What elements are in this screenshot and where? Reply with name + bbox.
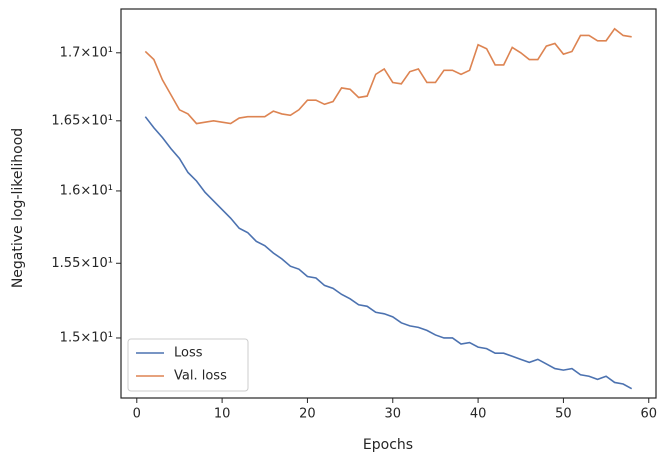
plot-frame: [120, 8, 657, 399]
x-tick-label: 30: [384, 407, 401, 422]
y-tick-label: 1.55×10¹: [51, 256, 113, 271]
legend-box: [127, 338, 249, 392]
line: [144, 27, 632, 125]
y-tick-label: 1.65×10¹: [51, 113, 113, 128]
y-tick-label: 1.7×10¹: [60, 45, 113, 60]
legend-label: Loss: [174, 346, 203, 361]
x-tick-label: 20: [299, 407, 316, 422]
x-tick-label: 0: [133, 407, 141, 422]
y-axis-label: Negative log-likelihood: [10, 128, 26, 288]
x-tick-label: 40: [470, 407, 487, 422]
x-tick-label: 50: [555, 407, 572, 422]
y-tick-label: 1.6×10¹: [60, 183, 113, 198]
y-tick-label: 1.5×10¹: [60, 330, 113, 345]
x-axis-label: Epochs: [363, 437, 413, 453]
line: [144, 116, 633, 390]
x-tick-label: 10: [214, 407, 231, 422]
legend-label: Val. loss: [174, 369, 227, 384]
x-tick-label: 60: [640, 407, 657, 422]
